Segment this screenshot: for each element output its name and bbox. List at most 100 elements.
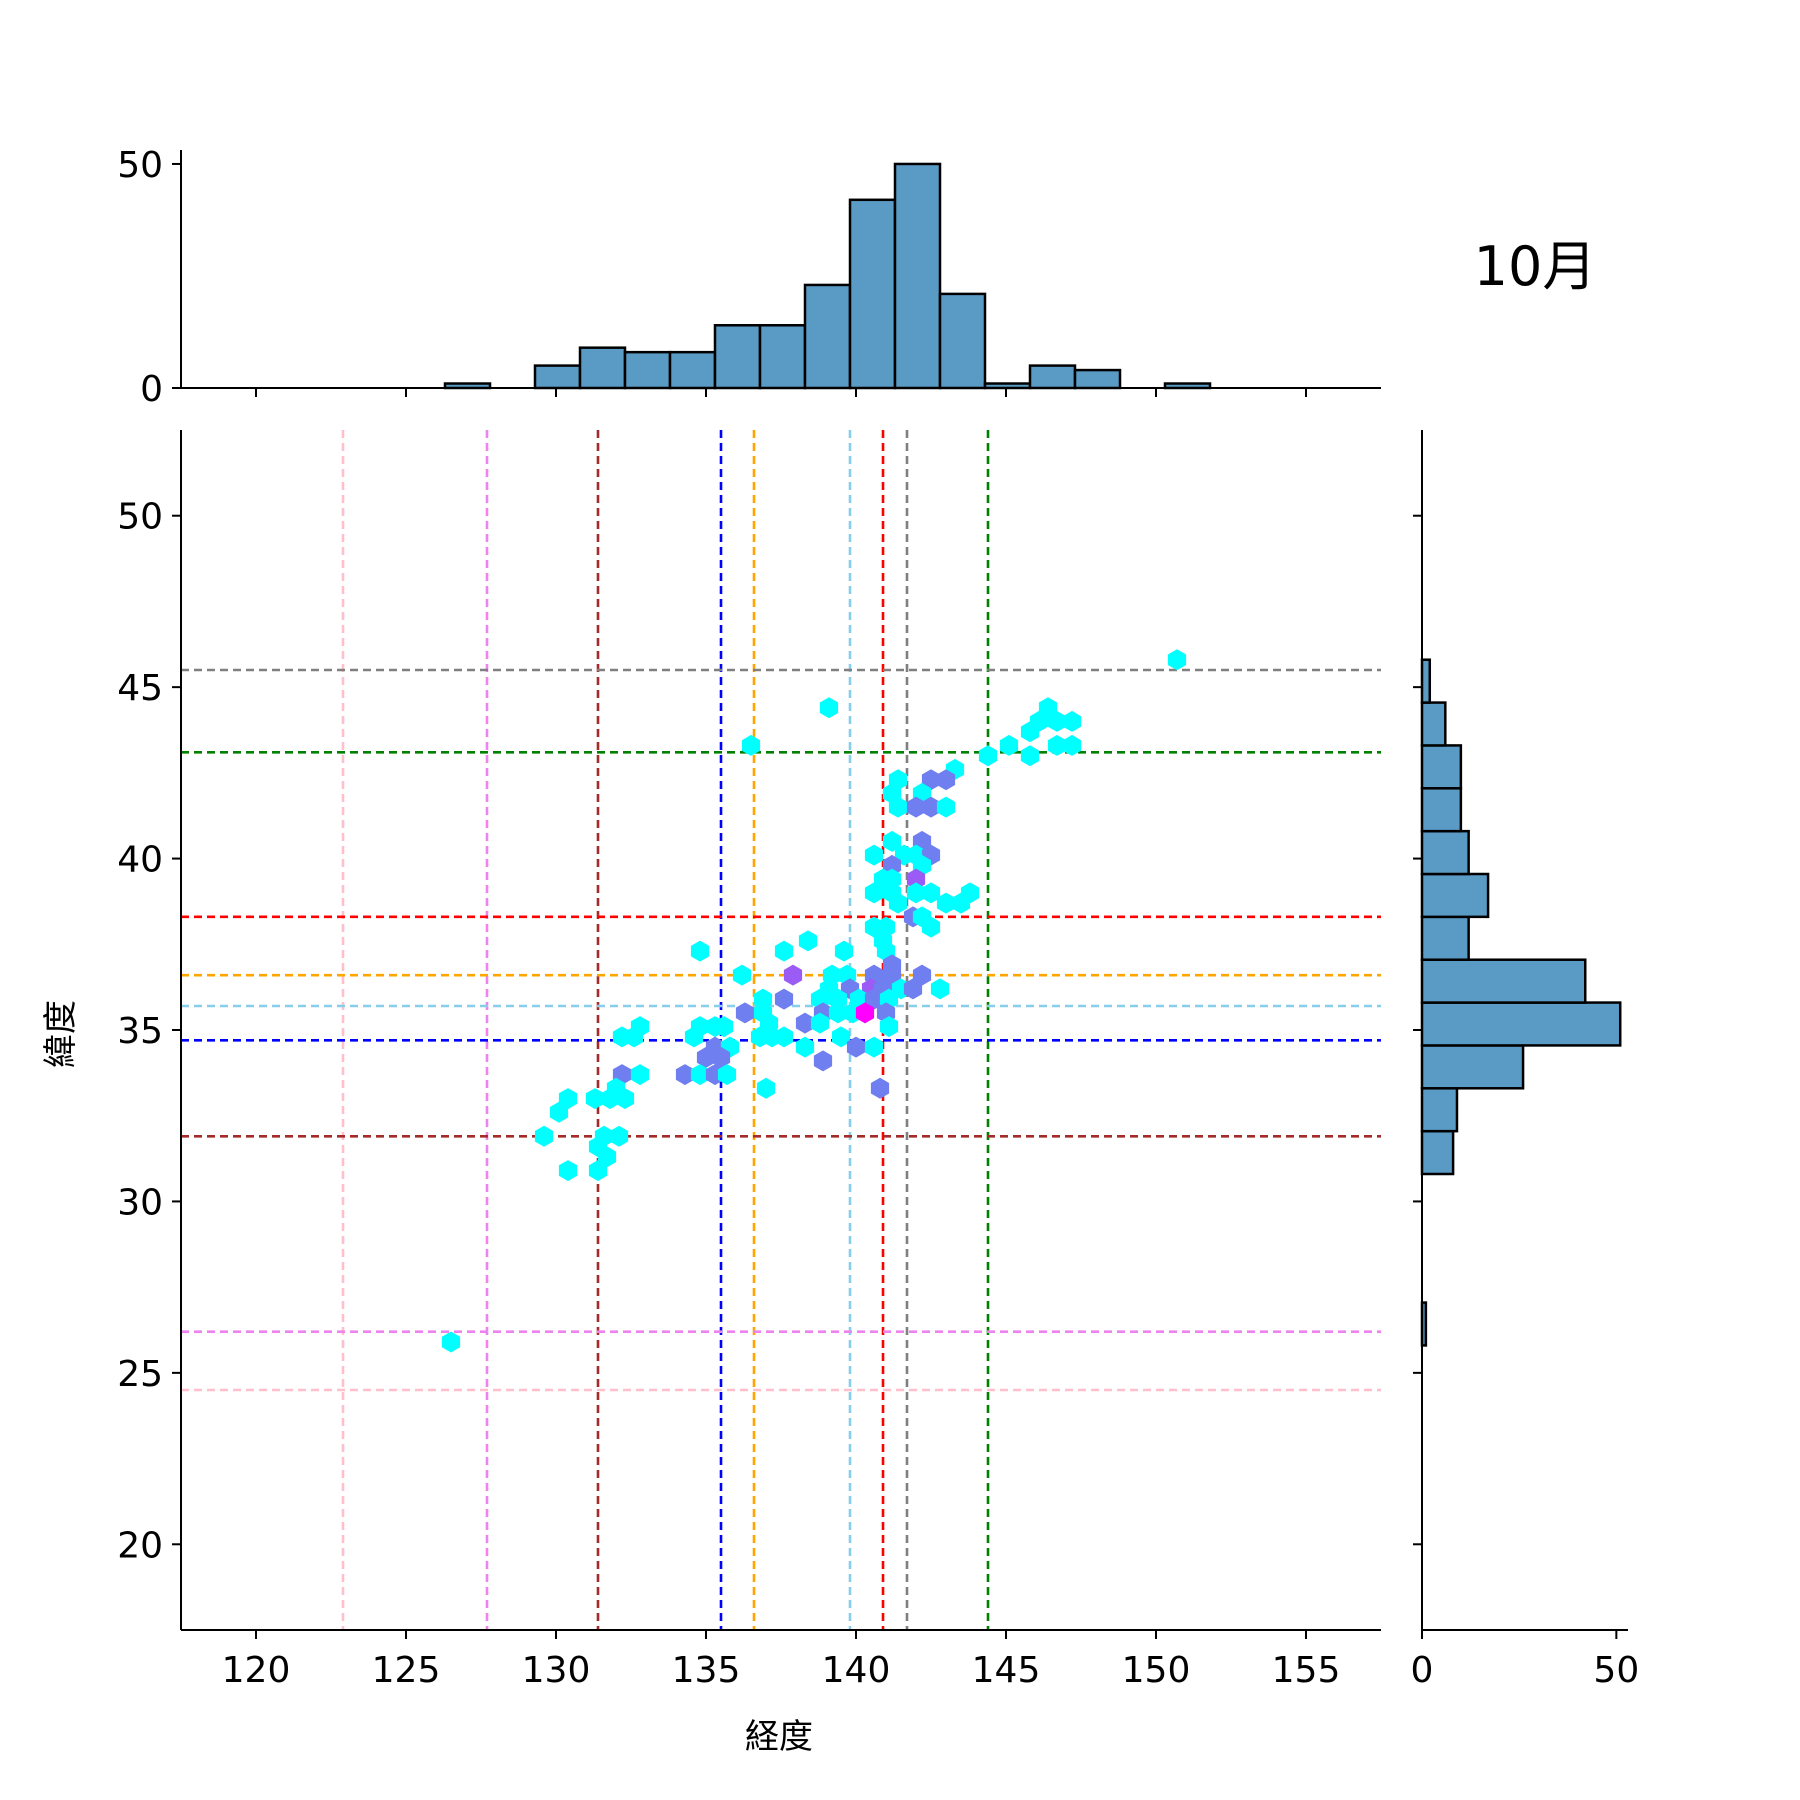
hexbin-cell-46 [921, 916, 941, 938]
hexbin-cell-121 [609, 1125, 629, 1147]
y-tick-label-20: 20 [117, 1525, 163, 1566]
hexbin-cell-99 [795, 1036, 815, 1058]
hexbin-cell-33 [906, 868, 926, 890]
hexbin-cell-36 [906, 882, 926, 904]
hexbin-cell-113 [870, 1077, 890, 1099]
hexbin-cell-92 [684, 1026, 704, 1048]
hexbin-cell-8 [999, 734, 1019, 756]
top-histogram-bar-7 [758, 324, 807, 390]
top-histogram-bar-11 [938, 292, 987, 390]
right-histogram-bar-4 [1420, 1129, 1455, 1176]
hexbin-cell-89 [879, 1016, 899, 1038]
hexbin-cell-25 [864, 844, 884, 866]
hexbin-cell-104 [813, 1050, 833, 1072]
right-histogram-bar-7 [1420, 1001, 1622, 1047]
hexbin-cell-95 [774, 1026, 794, 1048]
hexbin-cell-73 [864, 988, 884, 1010]
top-histogram-bar-6 [713, 324, 762, 390]
hexbin-cell-107 [675, 1064, 695, 1086]
hexbin-cell-1 [819, 697, 839, 719]
hexbin-cell-10 [1062, 734, 1082, 756]
hexbin-cell-125 [588, 1160, 608, 1182]
hexbin-cell-32 [882, 868, 902, 890]
hexbin-cell-126 [441, 1331, 461, 1353]
hexbin-cell-69 [774, 988, 794, 1010]
hexbin-cell-21 [921, 796, 941, 818]
hexbin-cell-47 [798, 930, 818, 952]
top-histogram-axes: 0 50 [117, 145, 1381, 410]
right-histogram-bar-13 [1420, 744, 1463, 790]
top-histogram-bar-9 [848, 198, 897, 390]
hexbin-cell-0 [1167, 649, 1187, 671]
hexbin-cell-40 [936, 892, 956, 914]
hexbin-cell-39 [888, 892, 908, 914]
top-histogram-bar-13 [1028, 364, 1077, 390]
hexbin-cell-123 [597, 1146, 617, 1168]
right-histogram-bar-9 [1420, 915, 1470, 961]
hexbin-plot: 120 125 130 135 140 145 150 155 20 25 30 35 40 45 50 [117, 430, 1381, 1691]
y-tick-label-45: 45 [117, 668, 163, 709]
x-tick-label-130: 130 [522, 1650, 591, 1691]
right-histogram-bar-5 [1420, 1087, 1459, 1133]
hexbin-cell-116 [600, 1088, 620, 1110]
right-histogram-bar-8 [1420, 958, 1587, 1004]
hexbin-cell-106 [630, 1064, 650, 1086]
hexbin-cell-50 [774, 940, 794, 962]
hexbin-cell-66 [903, 978, 923, 1000]
hexbin-cell-100 [846, 1036, 866, 1058]
hexbin-cell-68 [753, 988, 773, 1010]
top-histogram-bars [443, 162, 1212, 390]
y-tick-label-35: 35 [117, 1011, 163, 1052]
hexbin-cell-3 [1038, 697, 1058, 719]
hexbin-cell-78 [828, 1002, 848, 1024]
hexbin-cell-108 [690, 1064, 710, 1086]
x-tick-label-155: 155 [1272, 1650, 1341, 1691]
hexbin-cell-54 [732, 964, 752, 986]
top-histogram-bar-14 [1073, 368, 1122, 390]
x-tick-label-150: 150 [1122, 1650, 1191, 1691]
top-histogram-bar-10 [893, 162, 942, 390]
hexbin-cell-16 [936, 769, 956, 791]
top-histogram-bar-8 [803, 283, 852, 390]
y-tick-label-30: 30 [117, 1182, 163, 1223]
right-histogram-bars [1420, 658, 1622, 1347]
hexbin-cell-9 [1047, 734, 1067, 756]
hexbin-cell-114 [558, 1088, 578, 1110]
top-histogram-bar-2 [533, 364, 582, 390]
hexbin-cell-2 [741, 734, 761, 756]
chart-title: 10月 [1474, 235, 1597, 298]
y-axis-label: 緯度 [41, 1000, 81, 1068]
hexbin-cell-55 [783, 964, 803, 986]
hexbin-cell-11 [978, 745, 998, 767]
top-histogram-ticks [255, 388, 1307, 397]
hexbin-cell-51 [834, 940, 854, 962]
right-histogram-bar-14 [1420, 701, 1447, 747]
hexbin-cell-60 [912, 964, 932, 986]
hexbin-cell-22 [936, 796, 956, 818]
hexbin-cell-118 [549, 1101, 569, 1123]
right-histogram-axes: 0 50 [1411, 430, 1639, 1691]
hexbin-cell-71 [828, 988, 848, 1010]
top-count-tick-label-0: 0 [140, 369, 163, 410]
right-marginal-histogram: 0 50 [1411, 430, 1639, 1691]
main-y-ticks: 20 25 30 35 40 45 50 [117, 497, 181, 1566]
hexbin-cell-115 [585, 1088, 605, 1110]
hexbin-cell-110 [717, 1064, 737, 1086]
hexbin-cell-29 [882, 854, 902, 876]
hexbin-cell-5 [1047, 710, 1067, 732]
hexbin-cell-119 [534, 1125, 554, 1147]
hexbin-cell-59 [882, 964, 902, 986]
y-tick-label-50: 50 [117, 497, 163, 538]
y-tick-label-25: 25 [117, 1354, 163, 1395]
hexbin-cell-84 [810, 1012, 830, 1034]
x-tick-label-140: 140 [822, 1650, 891, 1691]
hexbin-cell-49 [690, 940, 710, 962]
right-count-tick-label-50: 50 [1593, 1650, 1639, 1691]
top-histogram-bar-3 [578, 346, 627, 390]
hexbin-cell-80 [855, 1002, 875, 1024]
x-tick-label-135: 135 [672, 1650, 741, 1691]
top-marginal-histogram: 0 50 [117, 145, 1381, 410]
hexbin-cell-83 [795, 1012, 815, 1034]
hexbin-cell-12 [1020, 745, 1040, 767]
